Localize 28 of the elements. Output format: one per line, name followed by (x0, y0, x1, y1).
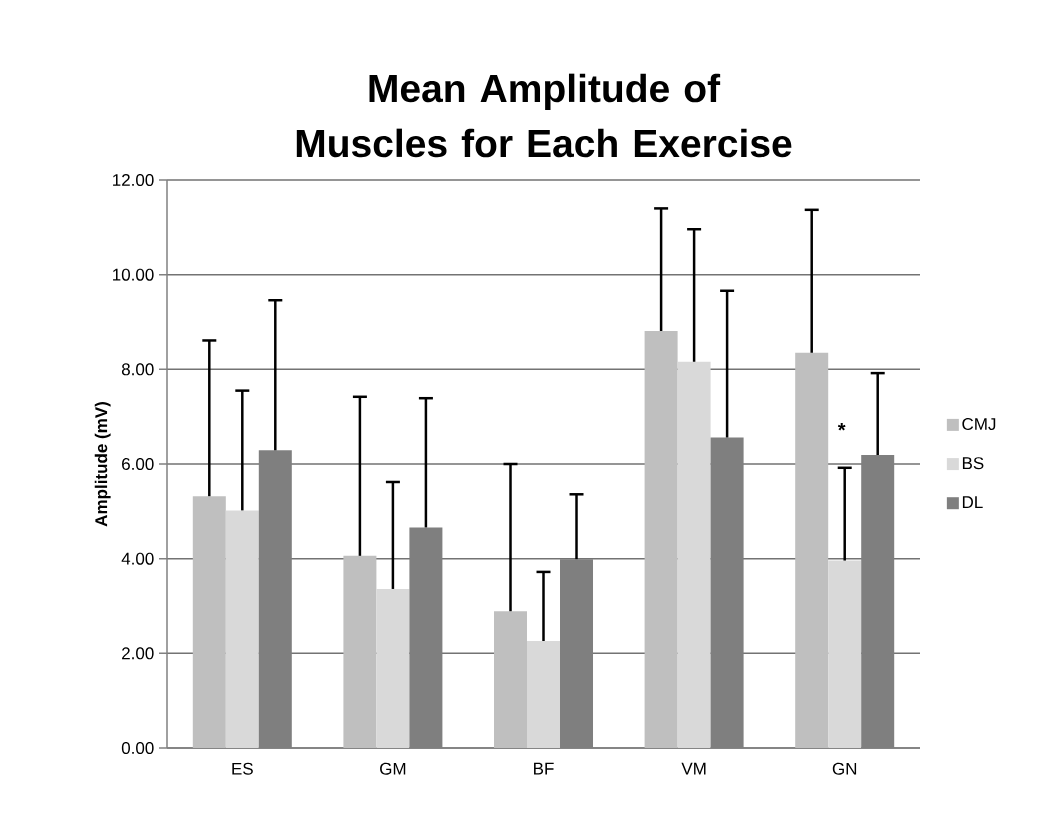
bar (494, 611, 527, 748)
y-tick-label: 4.00 (121, 552, 154, 565)
legend-label: BS (962, 457, 984, 470)
legend-label: CMJ (962, 417, 996, 430)
y-tick-label: 8.00 (121, 363, 154, 376)
annotation: * (837, 423, 846, 431)
bar (192, 496, 226, 748)
bar (225, 510, 259, 748)
bar (343, 555, 377, 748)
y-tick-label: 10.00 (113, 268, 154, 281)
y-tick-label: 0.00 (121, 741, 154, 755)
y-tick-label: 6.00 (122, 457, 154, 471)
x-tick-label: GN (832, 762, 857, 775)
legend-label: DL (962, 496, 983, 509)
bar (795, 352, 829, 748)
bar (828, 560, 862, 748)
x-tick-label: GM (380, 762, 406, 775)
y-tick-label: 2.00 (122, 647, 154, 660)
bar (527, 641, 561, 748)
x-tick-label: ES (232, 762, 253, 775)
bar (376, 588, 410, 748)
bar (677, 361, 711, 748)
y-axis-title: Amplitude (mV) (94, 402, 111, 527)
x-tick-label: VM (681, 762, 706, 775)
y-tick-label: 12.00 (113, 173, 154, 187)
chart-title: Mean Amplitude of Muscles for Each Exercise (296, 73, 792, 158)
bar (644, 330, 678, 748)
x-tick-label: BF (534, 762, 554, 775)
